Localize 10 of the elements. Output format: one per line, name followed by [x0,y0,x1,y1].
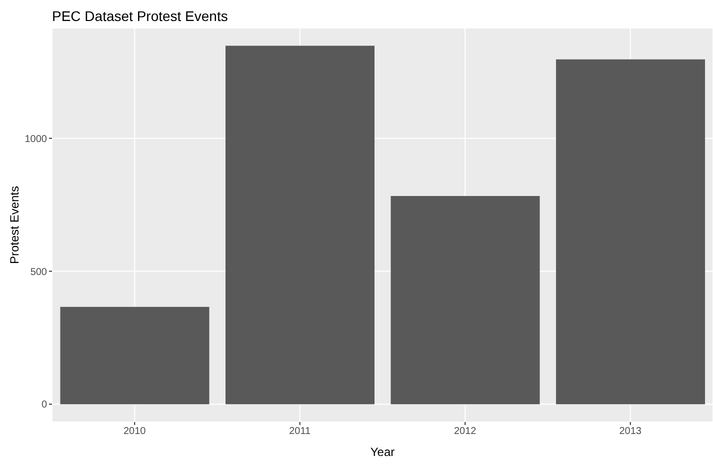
x-axis-title: Year [370,445,395,459]
y-tick-label: 500 [30,266,48,278]
y-tick-label: 1000 [24,134,48,145]
x-tick-label: 2013 [619,426,642,438]
y-tick-label: 0 [41,400,48,411]
x-tick-label: 2011 [289,426,312,438]
x-tick-label: 2012 [454,426,477,438]
y-axis-title: Protest Events [7,186,22,264]
x-tick-label: 2010 [124,426,146,438]
chart-title: PEC Dataset Protest Events [52,8,228,24]
